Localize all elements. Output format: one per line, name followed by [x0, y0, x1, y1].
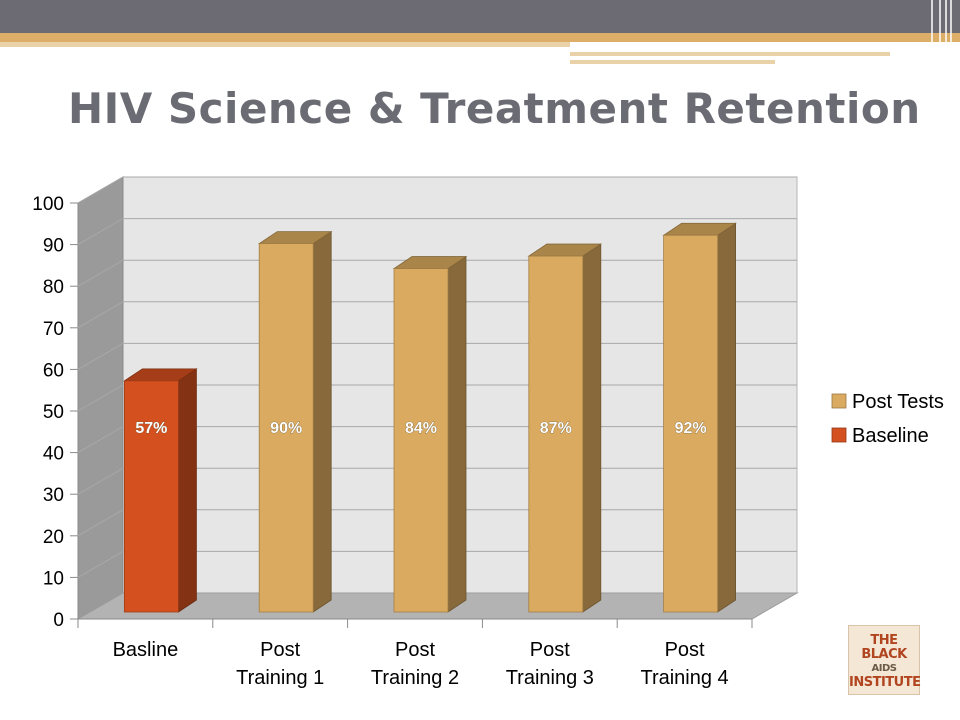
- bar-4: [662, 222, 737, 613]
- y-tick-label: 90: [43, 236, 64, 257]
- y-tick-label: 50: [43, 402, 64, 423]
- y-tick-label: 20: [43, 527, 64, 548]
- bar-front: [393, 268, 449, 613]
- slide-title: HIV Science & Treatment Retention: [68, 84, 921, 133]
- x-category-label: Training 4: [640, 667, 728, 689]
- y-tick-label: 80: [43, 277, 64, 298]
- gridline: [77, 218, 797, 246]
- data-label: 92%: [675, 420, 707, 437]
- x-category-label: Post: [260, 639, 300, 661]
- y-tick-label: 100: [32, 194, 64, 215]
- bar-2: [392, 255, 468, 613]
- header-stripe-light-2: [570, 52, 890, 56]
- bar-front: [528, 255, 584, 613]
- bar-front: [258, 243, 314, 613]
- logo-line-2: AIDS: [871, 663, 897, 674]
- bar-side: [447, 255, 467, 613]
- x-category-label: Training 2: [371, 667, 459, 689]
- data-label: 57%: [135, 420, 167, 437]
- y-tick-label: 40: [43, 444, 64, 465]
- header-stripe: [0, 33, 960, 42]
- bar-0: [123, 368, 198, 613]
- y-tick-label: 30: [43, 485, 64, 506]
- legend-label: Post Tests: [852, 391, 944, 413]
- y-tick-label: 0: [53, 610, 64, 631]
- header-stripe-light-3: [570, 60, 775, 64]
- x-category-label: Post: [395, 639, 435, 661]
- logo-line-1: THE BLACK: [861, 633, 907, 662]
- legend-swatch: [831, 393, 847, 409]
- y-tick-label: 70: [43, 319, 64, 340]
- bar-3: [527, 243, 603, 613]
- black-aids-institute-logo: THE BLACK AIDS INSTITUTE: [848, 625, 921, 695]
- header-band: [0, 0, 960, 66]
- bar-side: [582, 243, 602, 613]
- bar-1: [257, 230, 333, 613]
- y-tick-label: 10: [43, 568, 64, 589]
- bar-side: [177, 368, 197, 613]
- x-category-label: Basline: [113, 639, 179, 661]
- header-corner-lines: [931, 0, 952, 66]
- logo-line-3: INSTITUTE: [849, 675, 921, 690]
- bar-side: [312, 230, 332, 613]
- bar-side: [717, 222, 736, 613]
- x-category-label: Training 3: [506, 667, 594, 689]
- header-dark-bar: [0, 0, 960, 33]
- bar-front: [124, 380, 179, 613]
- x-category-label: Post: [665, 639, 705, 661]
- bar-front: [663, 234, 718, 613]
- gridline: [77, 176, 797, 204]
- bar-chart: 0 10 20 30 40 50 60 70 80 90 100 57% Basline 90% Post T…: [32, 176, 944, 689]
- y-tick-label: 60: [43, 360, 64, 381]
- header-stripe-light: [0, 42, 570, 47]
- x-category-label: Training 1: [236, 667, 324, 689]
- x-category-label: Post: [530, 639, 570, 661]
- data-label: 90%: [270, 420, 302, 437]
- data-label: 87%: [540, 420, 572, 437]
- legend-label: Baseline: [852, 425, 929, 447]
- data-label: 84%: [405, 420, 437, 437]
- legend-swatch: [831, 427, 847, 443]
